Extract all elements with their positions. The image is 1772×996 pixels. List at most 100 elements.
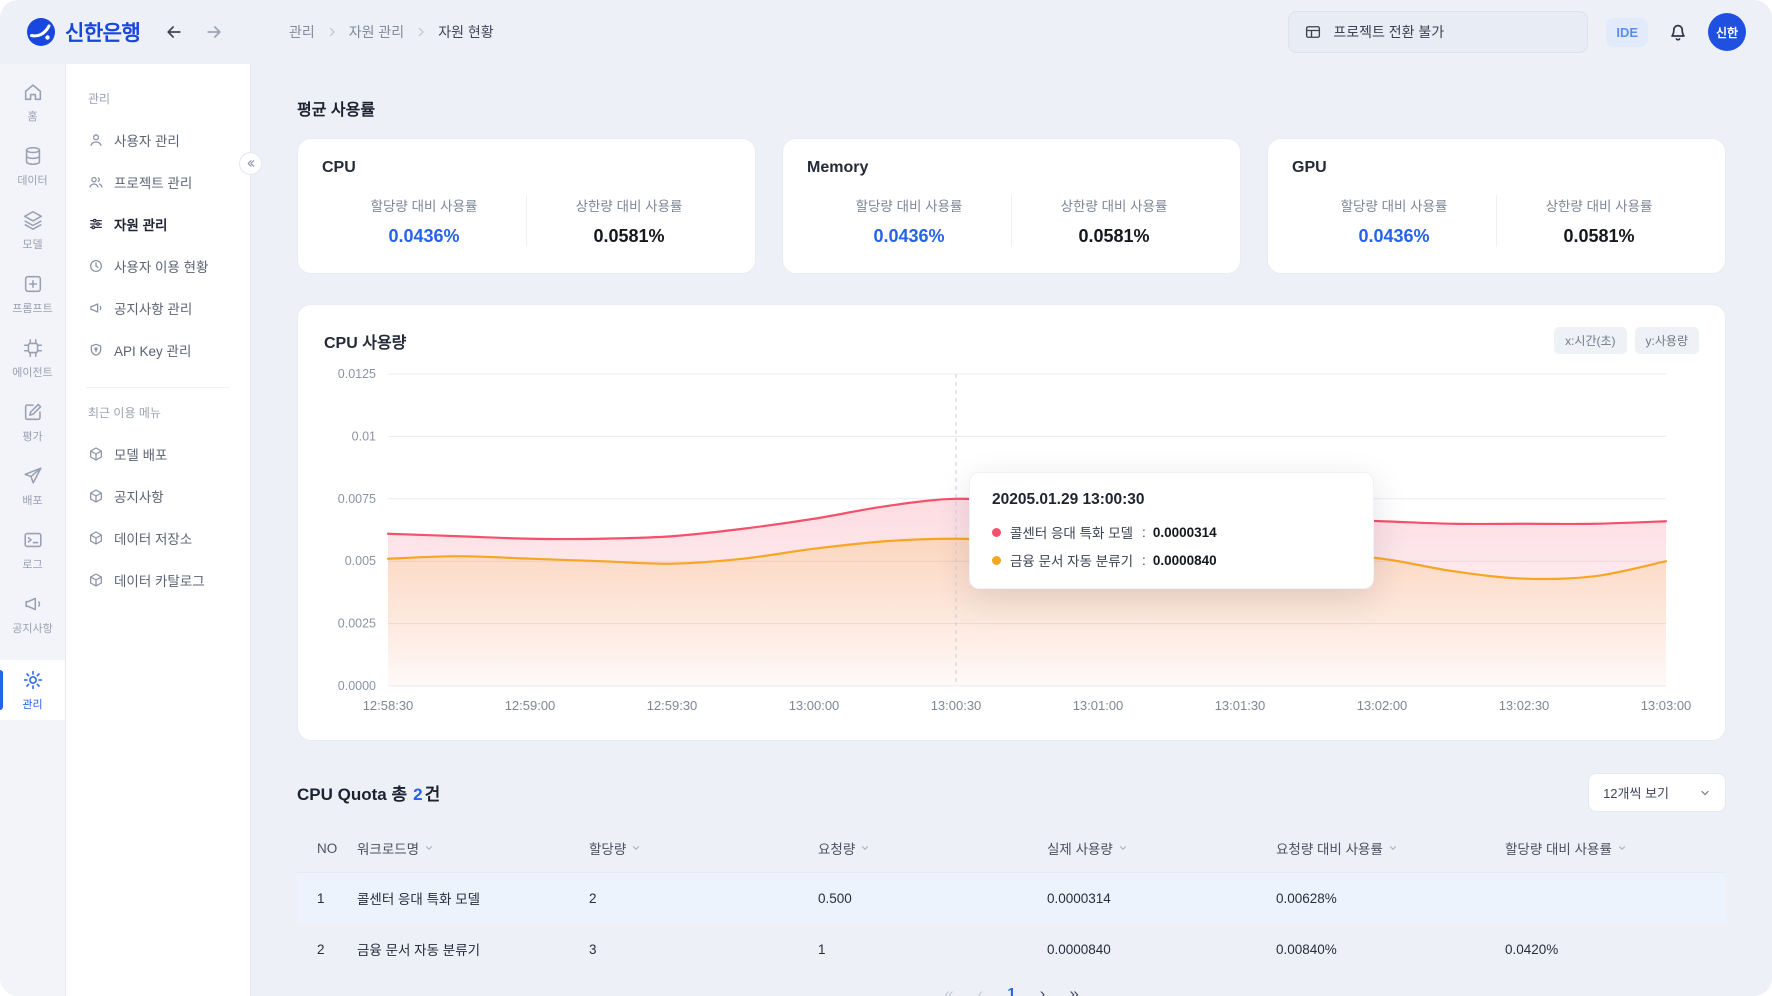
back-arrow-icon[interactable] xyxy=(163,21,185,43)
prev-page-icon[interactable]: ‹ xyxy=(977,984,984,996)
rail-item-log[interactable]: 로그 xyxy=(0,518,65,582)
table-header-row: NO 워크로드명 할당량 요청량 실제 사용량 요청량 대비 사용률 할당량 대… xyxy=(297,824,1726,873)
brand-logo[interactable]: 신한은행 xyxy=(0,17,251,47)
tooltip-series-row: 금융 문서 자동 분류기 : 0.0000840 xyxy=(992,550,1351,570)
metric-divider xyxy=(1011,195,1012,247)
metric-label: 할당량 대비 사용률 xyxy=(855,199,963,214)
sidebar-item-data-storage[interactable]: 데이터 저장소 xyxy=(80,517,236,559)
metric-value: 0.0436% xyxy=(873,226,945,246)
user-icon xyxy=(88,132,104,148)
metric-label: 상한량 대비 사용률 xyxy=(1545,199,1653,214)
breadcrumb-item[interactable]: 자원 현황 xyxy=(438,24,494,40)
summary-title: 평균 사용률 xyxy=(297,102,376,119)
notification-bell-icon[interactable] xyxy=(1666,20,1690,44)
ide-badge[interactable]: IDE xyxy=(1606,17,1648,47)
sidebar-item-user-usage[interactable]: 사용자 이용 현황 xyxy=(80,245,236,287)
svg-text:0.0075: 0.0075 xyxy=(338,492,376,506)
svg-text:13:00:00: 13:00:00 xyxy=(789,698,840,713)
sort-chevron-icon xyxy=(424,843,434,853)
chevron-right-icon xyxy=(326,26,338,38)
svg-text:13:00:30: 13:00:30 xyxy=(931,698,982,713)
rail-item-data[interactable]: 데이터 xyxy=(0,134,65,198)
rail-item-admin[interactable]: 관리 xyxy=(0,660,65,720)
chip-icon xyxy=(22,337,44,359)
sidebar-section-recent: 최근 이용 메뉴 xyxy=(88,406,161,420)
project-switch-button[interactable]: 프로젝트 전환 불가 xyxy=(1288,11,1589,53)
header-actions: 프로젝트 전환 불가 IDE 신한 xyxy=(1288,11,1746,53)
page-number[interactable]: 1 xyxy=(1007,985,1016,996)
sidebar-item-project-management[interactable]: 프로젝트 관리 xyxy=(80,161,236,203)
chevron-down-icon xyxy=(1699,787,1711,799)
metric-value: 0.0436% xyxy=(388,226,460,246)
rail-item-prompt[interactable]: 프롬프트 xyxy=(0,262,65,326)
svg-text:0.0025: 0.0025 xyxy=(338,617,376,631)
card-title: Memory xyxy=(807,159,869,176)
col-actual-usage[interactable]: 실제 사용량 xyxy=(1039,824,1268,873)
sort-chevron-icon xyxy=(1388,843,1398,853)
sidebar-collapse-icon[interactable] xyxy=(239,152,262,175)
sidebar-item-user-management[interactable]: 사용자 관리 xyxy=(80,119,236,161)
svg-text:12:59:00: 12:59:00 xyxy=(505,698,556,713)
sidebar-section-admin: 관리 xyxy=(88,92,111,106)
page-size-dropdown[interactable]: 12개씩 보기 xyxy=(1588,773,1726,812)
board-icon xyxy=(1306,26,1321,38)
svg-text:13:01:00: 13:01:00 xyxy=(1073,698,1124,713)
chevron-right-icon xyxy=(415,26,427,38)
brand-name: 신한은행 xyxy=(65,22,141,45)
sidebar-item-data-catalog[interactable]: 데이터 카탈로그 xyxy=(80,559,236,601)
col-vs-quota[interactable]: 할당량 대비 사용률 xyxy=(1497,824,1726,873)
rail-item-model[interactable]: 모델 xyxy=(0,198,65,262)
last-page-icon[interactable]: » xyxy=(1069,984,1079,996)
breadcrumb-item[interactable]: 관리 xyxy=(289,24,315,40)
col-quota[interactable]: 할당량 xyxy=(581,824,810,873)
first-page-icon[interactable]: « xyxy=(944,984,954,996)
col-workload[interactable]: 워크로드명 xyxy=(349,824,581,873)
user-avatar[interactable]: 신한 xyxy=(1708,13,1746,51)
project-switch-label: 프로젝트 전환 불가 xyxy=(1333,24,1445,40)
row-count: 2 xyxy=(413,785,423,804)
top-header: 신한은행 관리 자원 관리 자원 현황 xyxy=(0,0,1772,64)
col-no: NO xyxy=(297,824,349,873)
shield-icon xyxy=(88,342,104,358)
table-row[interactable]: 2 금융 문서 자동 분류기 3 1 0.0000840 0.00840% 0.… xyxy=(297,923,1726,975)
summary-cards: CPU 할당량 대비 사용률 0.0436% 상한량 대비 사용률 0.0581… xyxy=(297,138,1726,274)
gpu-summary-card: GPU 할당량 대비 사용률 0.0436% 상한량 대비 사용률 0.0581… xyxy=(1267,138,1726,274)
card-title: GPU xyxy=(1292,159,1327,176)
metric-divider xyxy=(526,195,527,247)
rail-item-home[interactable]: 홈 xyxy=(0,70,65,134)
cube-icon xyxy=(88,572,104,588)
next-page-icon[interactable]: › xyxy=(1039,984,1046,996)
breadcrumb: 관리 자원 관리 자원 현황 xyxy=(289,22,494,42)
svg-text:0.01: 0.01 xyxy=(352,429,376,443)
col-request[interactable]: 요청량 xyxy=(810,824,1039,873)
svg-text:13:02:00: 13:02:00 xyxy=(1357,698,1408,713)
rail-item-agent[interactable]: 에이전트 xyxy=(0,326,65,390)
sort-chevron-icon xyxy=(1617,843,1627,853)
forward-arrow-icon[interactable] xyxy=(203,21,225,43)
users-icon xyxy=(88,174,104,190)
table-row[interactable]: 1 콜센터 응대 특화 모델 2 0.500 0.0000314 0.00628… xyxy=(297,872,1726,924)
sidebar-item-api-key[interactable]: API Key 관리 xyxy=(80,329,236,371)
sidebar-item-resource-management[interactable]: 자원 관리 xyxy=(80,203,236,245)
series-orange-dot-icon xyxy=(992,555,1001,565)
home-icon xyxy=(22,81,44,103)
metric-label: 상한량 대비 사용률 xyxy=(575,199,683,214)
svg-text:0.0125: 0.0125 xyxy=(338,367,376,381)
rail-item-notice[interactable]: 공지사항 xyxy=(0,582,65,646)
metric-value: 0.0436% xyxy=(1358,226,1430,246)
sort-chevron-icon xyxy=(860,843,870,853)
paper-plane-icon xyxy=(22,465,44,487)
sidebar-item-notices[interactable]: 공지사항 xyxy=(80,475,236,517)
breadcrumb-item[interactable]: 자원 관리 xyxy=(348,24,405,40)
cube-icon xyxy=(88,530,104,546)
sidebar-item-notice-management[interactable]: 공지사항 관리 xyxy=(80,287,236,329)
chart-plot-area: 0.0000 0.0025 0.005 0.0075 0.01 0.0125 12:58:3… xyxy=(324,362,1699,718)
metric-value: 0.0581% xyxy=(1563,226,1635,246)
rail-item-deploy[interactable]: 배포 xyxy=(0,454,65,518)
svg-text:12:59:30: 12:59:30 xyxy=(647,698,698,713)
sidebar-item-model-deploy[interactable]: 모델 배포 xyxy=(80,433,236,475)
rail-item-evaluation[interactable]: 평가 xyxy=(0,390,65,454)
col-vs-request[interactable]: 요청량 대비 사용률 xyxy=(1268,824,1497,873)
sliders-icon xyxy=(88,216,104,232)
